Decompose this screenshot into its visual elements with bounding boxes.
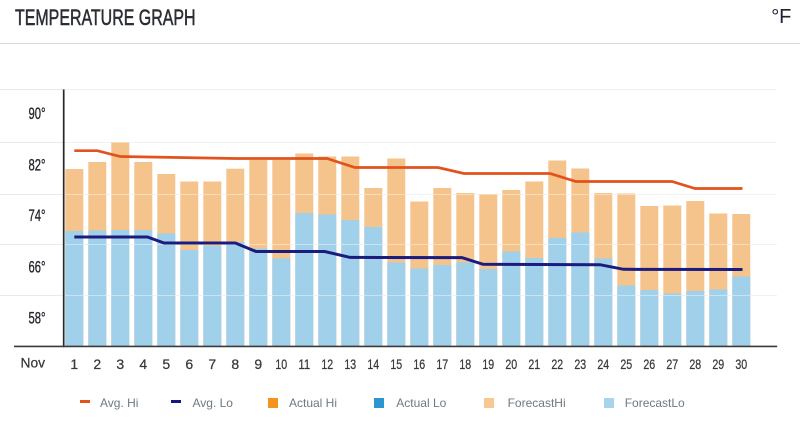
svg-text:74°: 74° [29, 206, 46, 225]
svg-text:12: 12 [321, 356, 333, 372]
svg-text:26: 26 [643, 356, 655, 372]
svg-text:10: 10 [275, 356, 287, 372]
svg-text:22: 22 [551, 356, 563, 372]
svg-text:3: 3 [116, 356, 124, 372]
svg-text:1: 1 [70, 356, 78, 372]
svg-text:23: 23 [574, 356, 586, 372]
svg-text:24: 24 [597, 356, 609, 372]
svg-text:17: 17 [436, 356, 448, 372]
svg-text:2: 2 [93, 356, 101, 372]
svg-text:6: 6 [185, 356, 193, 372]
svg-text:66°: 66° [29, 258, 46, 277]
svg-text:8: 8 [231, 356, 239, 372]
svg-text:18: 18 [459, 356, 471, 372]
svg-text:16: 16 [413, 356, 425, 372]
svg-text:21: 21 [528, 356, 540, 372]
svg-text:15: 15 [390, 356, 402, 372]
svg-text:30: 30 [735, 356, 747, 372]
svg-text:25: 25 [620, 356, 632, 372]
svg-text:19: 19 [482, 356, 494, 372]
svg-text:29: 29 [712, 356, 724, 372]
svg-text:13: 13 [344, 356, 356, 372]
svg-text:5: 5 [162, 356, 170, 372]
svg-text:90°: 90° [29, 104, 46, 123]
svg-text:58°: 58° [29, 309, 46, 328]
svg-text:20: 20 [505, 356, 517, 372]
svg-text:27: 27 [666, 356, 678, 372]
svg-text:4: 4 [139, 356, 147, 372]
svg-text:82°: 82° [29, 156, 46, 175]
svg-text:7: 7 [208, 356, 216, 372]
svg-text:9: 9 [254, 356, 262, 372]
svg-text:11: 11 [298, 356, 310, 372]
svg-text:Nov: Nov [21, 355, 46, 370]
svg-text:28: 28 [689, 356, 701, 372]
svg-text:14: 14 [367, 356, 379, 372]
